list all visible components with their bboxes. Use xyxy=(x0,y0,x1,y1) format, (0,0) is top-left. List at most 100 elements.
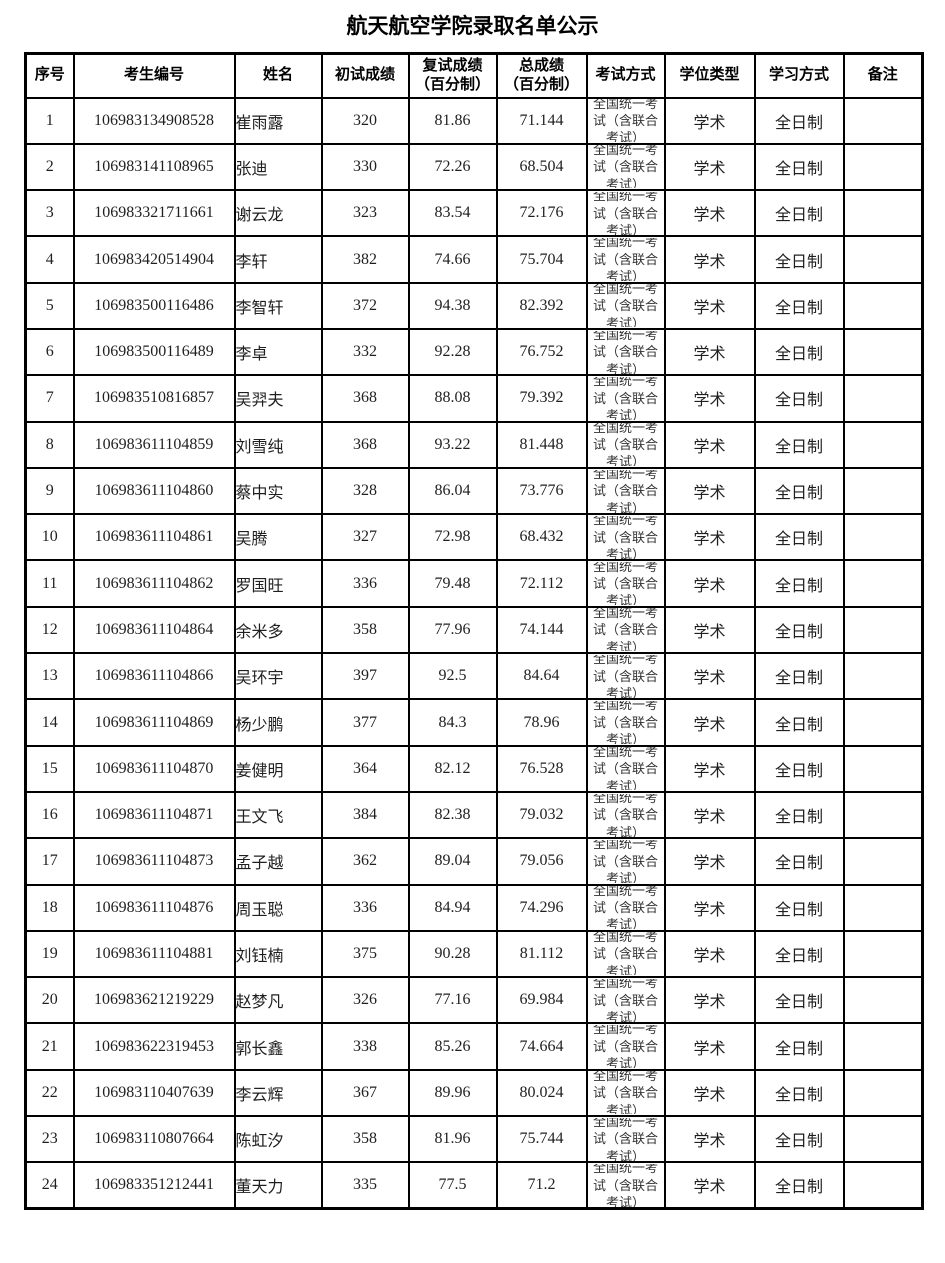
cell-initial-score: 326 xyxy=(320,976,410,1025)
cell-degree-type: 学术 xyxy=(663,327,756,377)
cell-study-mode: 全日制 xyxy=(753,1022,845,1071)
cell-name: 吴腾 xyxy=(233,513,323,562)
exam-method-text: 全国统一考 试（含联合 考试） xyxy=(592,145,658,189)
cell-study-mode: 全日制 xyxy=(753,883,845,932)
cell-retest-score: 89.04 xyxy=(407,837,498,886)
cell-seq: 2 xyxy=(24,142,75,192)
exam-method-text: 全国统一考 试（含联合 考试） xyxy=(592,469,658,513)
cell-name: 刘雪纯 xyxy=(233,420,323,469)
cell-remark xyxy=(842,929,924,979)
table-row: 14 106983611104869 杨少鹏 377 84.3 78.96 全国… xyxy=(24,698,924,747)
cell-remark xyxy=(842,1022,924,1071)
col-header-study-mode: 学习方式 xyxy=(753,52,845,99)
cell-seq: 20 xyxy=(24,976,75,1025)
cell-remark xyxy=(842,189,924,238)
cell-initial-score: 336 xyxy=(320,559,410,608)
table-row: 1 106983134908528 崔雨露 320 81.86 71.144 全… xyxy=(24,96,924,145)
exam-method-text: 全国统一考 试（含联合 考试） xyxy=(592,747,658,791)
exam-method-clip: 全国统一考 试（含联合 考试） xyxy=(589,145,663,189)
cell-retest-score: 77.5 xyxy=(407,1161,498,1210)
cell-initial-score: 364 xyxy=(320,744,410,793)
cell-candidate-id: 106983621219229 xyxy=(72,976,236,1025)
cell-degree-type: 学术 xyxy=(663,513,756,562)
cell-study-mode: 全日制 xyxy=(753,1068,845,1118)
cell-retest-score: 90.28 xyxy=(407,929,498,979)
cell-initial-score: 368 xyxy=(320,420,410,469)
cell-remark xyxy=(842,1068,924,1118)
cell-study-mode: 全日制 xyxy=(753,142,845,192)
cell-exam-method: 全国统一考 试（含联合 考试） xyxy=(585,559,666,608)
cell-remark xyxy=(842,374,924,423)
col-header-retest-score: 复试成绩 （百分制） xyxy=(407,52,498,99)
exam-method-clip: 全国统一考 试（含联合 考试） xyxy=(589,933,663,975)
cell-remark xyxy=(842,96,924,145)
exam-method-clip: 全国统一考 试（含联合 考试） xyxy=(589,655,663,697)
cell-degree-type: 学术 xyxy=(663,1068,756,1118)
cell-study-mode: 全日制 xyxy=(753,281,845,330)
cell-seq: 12 xyxy=(24,605,75,655)
exam-method-clip: 全国统一考 试（含联合 考试） xyxy=(589,887,663,929)
cell-degree-type: 学术 xyxy=(663,420,756,469)
exam-method-clip: 全国统一考 试（含联合 考试） xyxy=(589,238,663,280)
cell-initial-score: 362 xyxy=(320,837,410,886)
table-row: 22 106983110407639 李云辉 367 89.96 80.024 … xyxy=(24,1068,924,1118)
cell-candidate-id: 106983611104861 xyxy=(72,513,236,562)
exam-method-text: 全国统一考 试（含联合 考试） xyxy=(592,284,658,328)
cell-total-score: 72.112 xyxy=(495,559,588,608)
col-header-exam-method: 考试方式 xyxy=(585,52,666,99)
header-row: 序号 考生编号 姓名 初试成绩 复试成绩 （百分制） 总成绩 （百分制） 考试方… xyxy=(24,52,924,99)
cell-total-score: 79.392 xyxy=(495,374,588,423)
cell-degree-type: 学术 xyxy=(663,1115,756,1164)
cell-initial-score: 332 xyxy=(320,327,410,377)
table-row: 5 106983500116486 李智轩 372 94.38 82.392 全… xyxy=(24,281,924,330)
cell-retest-score: 82.12 xyxy=(407,744,498,793)
cell-retest-score: 82.38 xyxy=(407,790,498,840)
cell-total-score: 78.96 xyxy=(495,698,588,747)
exam-method-text: 全国统一考 试（含联合 考试） xyxy=(592,562,658,606)
cell-exam-method: 全国统一考 试（含联合 考试） xyxy=(585,1115,666,1164)
exam-method-text: 全国统一考 试（含联合 考试） xyxy=(592,1117,658,1161)
exam-method-text: 全国统一考 试（含联合 考试） xyxy=(592,608,658,652)
cell-retest-score: 81.86 xyxy=(407,96,498,145)
cell-name: 李轩 xyxy=(233,235,323,284)
cell-remark xyxy=(842,1161,924,1210)
exam-method-clip: 全国统一考 试（含联合 考试） xyxy=(589,1117,663,1161)
exam-method-text: 全国统一考 试（含联合 考试） xyxy=(592,1025,658,1069)
cell-candidate-id: 106983611104881 xyxy=(72,929,236,979)
exam-method-text: 全国统一考 试（含联合 考试） xyxy=(592,1071,658,1115)
cell-degree-type: 学术 xyxy=(663,142,756,192)
cell-initial-score: 384 xyxy=(320,790,410,840)
cell-total-score: 79.056 xyxy=(495,837,588,886)
cell-remark xyxy=(842,883,924,932)
cell-seq: 13 xyxy=(24,652,75,701)
table-row: 20 106983621219229 赵梦凡 326 77.16 69.984 … xyxy=(24,976,924,1025)
cell-degree-type: 学术 xyxy=(663,1022,756,1071)
cell-remark xyxy=(842,698,924,747)
cell-candidate-id: 106983500116489 xyxy=(72,327,236,377)
cell-total-score: 74.144 xyxy=(495,605,588,655)
cell-name: 吴羿夫 xyxy=(233,374,323,423)
cell-exam-method: 全国统一考 试（含联合 考试） xyxy=(585,976,666,1025)
table-row: 11 106983611104862 罗国旺 336 79.48 72.112 … xyxy=(24,559,924,608)
cell-candidate-id: 106983134908528 xyxy=(72,96,236,145)
cell-retest-score: 84.94 xyxy=(407,883,498,932)
cell-retest-score: 89.96 xyxy=(407,1068,498,1118)
cell-remark xyxy=(842,1115,924,1164)
cell-seq: 22 xyxy=(24,1068,75,1118)
cell-remark xyxy=(842,420,924,469)
exam-method-text: 全国统一考 试（含联合 考试） xyxy=(592,1163,658,1207)
cell-candidate-id: 106983351212441 xyxy=(72,1161,236,1210)
table-row: 2 106983141108965 张迪 330 72.26 68.504 全国… xyxy=(24,142,924,192)
cell-degree-type: 学术 xyxy=(663,744,756,793)
cell-exam-method: 全国统一考 试（含联合 考试） xyxy=(585,96,666,145)
exam-method-clip: 全国统一考 试（含联合 考试） xyxy=(589,979,663,1021)
cell-exam-method: 全国统一考 试（含联合 考试） xyxy=(585,652,666,701)
cell-degree-type: 学术 xyxy=(663,652,756,701)
cell-exam-method: 全国统一考 试（含联合 考试） xyxy=(585,605,666,655)
cell-seq: 16 xyxy=(24,790,75,840)
table-row: 15 106983611104870 姜健明 364 82.12 76.528 … xyxy=(24,744,924,793)
cell-exam-method: 全国统一考 试（含联合 考试） xyxy=(585,374,666,423)
cell-remark xyxy=(842,513,924,562)
exam-method-clip: 全国统一考 试（含联合 考试） xyxy=(589,1025,663,1069)
cell-remark xyxy=(842,652,924,701)
